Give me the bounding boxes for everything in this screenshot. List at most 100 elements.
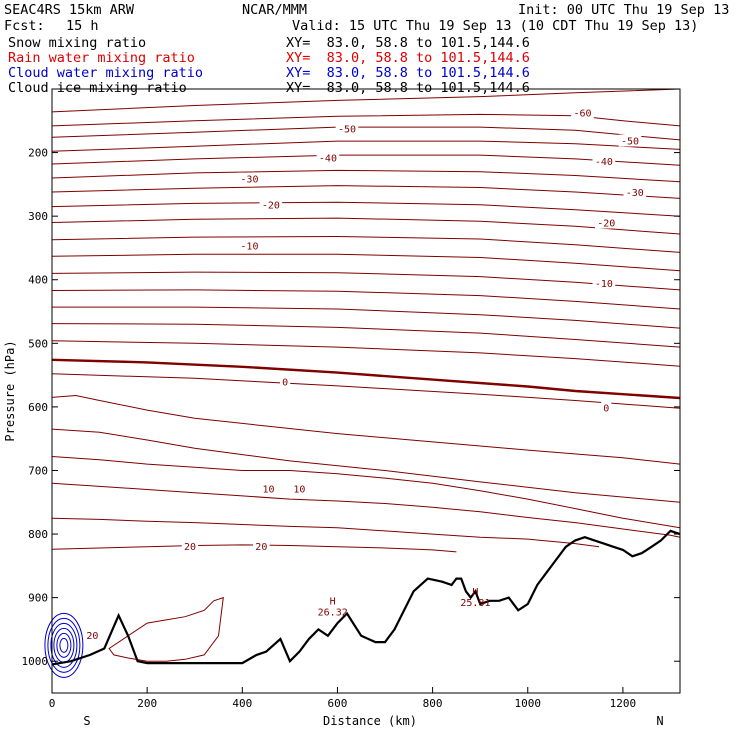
- contour-label: -10: [240, 241, 258, 252]
- contour-label: -40: [319, 154, 337, 165]
- contour-label-bg: [260, 482, 277, 495]
- y-tick-label: 200: [28, 147, 48, 160]
- temperature-contour: [51, 88, 681, 113]
- x-tick-label: 200: [137, 697, 157, 710]
- high-value: 25.81: [460, 598, 490, 609]
- legend-rain: Rain water mixing ratio: [8, 50, 195, 66]
- temperature-contour: [51, 154, 681, 166]
- contour-label-bg: [291, 482, 308, 495]
- temperature-contour: [51, 340, 681, 367]
- contour-label-bg: [623, 185, 647, 198]
- temperature-contour: [51, 482, 681, 538]
- contour-label-bg: [592, 154, 616, 167]
- x-tick-label: 1000: [515, 697, 542, 710]
- legend-rain-xy: XY= 83.0, 58.8 to 101.5,144.6: [286, 50, 530, 66]
- contour-label-bg: [601, 401, 612, 414]
- contour-label-bg: [335, 122, 359, 135]
- x-tick-label: 600: [328, 697, 348, 710]
- contour-label: 10: [262, 484, 274, 495]
- temperature-contour: [51, 517, 600, 548]
- contour-label-bg: [316, 151, 340, 164]
- legend-cloud-water: Cloud water mixing ratio: [8, 65, 204, 81]
- contour-label-bg: [253, 540, 270, 553]
- contour-label: -50: [621, 136, 639, 147]
- forecast-label: Fcst:: [4, 18, 45, 34]
- x-end-label-left: S: [83, 714, 90, 728]
- high-marker: H: [472, 587, 478, 598]
- y-tick-label: 900: [28, 592, 48, 605]
- temperature-contour: [51, 271, 681, 291]
- temperature-contour: [51, 126, 681, 141]
- temperature-contour: [51, 113, 681, 127]
- legend-cloud-water-xy: XY= 83.0, 58.8 to 101.5,144.6: [286, 65, 530, 81]
- temperature-contour: [51, 140, 681, 152]
- cloud-water-contour: [56, 632, 72, 658]
- y-axis-title: Pressure (hPa): [3, 340, 17, 441]
- x-end-label-right: N: [656, 714, 663, 728]
- contour-label-bg: [618, 134, 642, 147]
- contour-label-bg: [238, 239, 261, 252]
- y-tick-label: 600: [28, 401, 48, 414]
- contour-label-bg: [238, 172, 261, 185]
- contour-label: 20: [255, 542, 267, 553]
- contour-label: -40: [595, 157, 613, 168]
- temperature-contour: [51, 253, 681, 272]
- contour-label: 20: [184, 542, 196, 553]
- contour-label: -20: [597, 219, 615, 230]
- contour-label-bg: [594, 216, 618, 229]
- contour-label: -30: [240, 175, 258, 186]
- temperature-contour: [51, 323, 681, 348]
- temperature-contour: [51, 394, 681, 465]
- cloud-water-contour: [44, 612, 84, 678]
- cloud-water-contour: [50, 622, 78, 668]
- temperature-contour: [51, 358, 681, 400]
- high-value: 26.32: [318, 607, 348, 618]
- center-label: NCAR/MMM: [242, 2, 308, 18]
- contour-label-bg: [280, 375, 291, 388]
- y-tick-label: 800: [28, 528, 48, 541]
- y-tick-label: 300: [28, 210, 48, 223]
- temperature-contour: [51, 456, 681, 529]
- forecast-hours: 15 h: [66, 18, 99, 34]
- temperature-contour: [51, 217, 681, 235]
- y-tick-label: 700: [28, 464, 48, 477]
- contour-label: -50: [338, 124, 356, 135]
- contour-label: 20: [86, 631, 98, 642]
- legend-cloud-ice: Cloud ice mixing ratio: [8, 80, 187, 96]
- contour-label: 0: [603, 404, 609, 415]
- contour-label: 10: [293, 484, 305, 495]
- temperature-contour: [51, 201, 681, 217]
- temperature-contour: [51, 235, 681, 253]
- cloud-water-contour: [47, 617, 81, 673]
- x-tick-label: 800: [423, 697, 443, 710]
- legend-snow: Snow mixing ratio: [8, 35, 147, 51]
- contour-label: -30: [626, 188, 644, 199]
- x-tick-label: 0: [49, 697, 56, 710]
- valid-time: Valid: 15 UTC Thu 19 Sep 13 (10 CDT Thu …: [292, 18, 699, 34]
- terrain-line: [51, 529, 681, 666]
- x-axis-title: Distance (km): [323, 714, 417, 728]
- contour-label-bg: [571, 106, 594, 119]
- temperature-contour: [51, 373, 681, 409]
- temperature-contour: [52, 306, 681, 329]
- contour-label-bg: [84, 629, 101, 642]
- temperature-contour: [51, 169, 681, 183]
- x-tick-label: 1200: [610, 697, 637, 710]
- legend-snow-xy: XY= 83.0, 58.8 to 101.5,144.6: [286, 35, 530, 51]
- contour-label-bg: [259, 198, 283, 211]
- y-tick-label: 400: [28, 274, 48, 287]
- init-time: Init: 00 UTC Thu 19 Sep 13: [518, 2, 730, 18]
- contour-label-bg: [181, 540, 199, 553]
- contour-label: -20: [262, 201, 280, 212]
- temperature-contour: [51, 185, 681, 199]
- temperature-contour: [51, 289, 681, 310]
- contour-label: -60: [573, 109, 591, 120]
- y-tick-label: 500: [28, 337, 48, 350]
- model-title: SEAC4RS 15km ARW: [4, 2, 135, 18]
- contour-label: -10: [595, 279, 613, 290]
- cloud-water-contour: [59, 637, 69, 653]
- x-tick-label: 400: [232, 697, 252, 710]
- legend-cloud-ice-xy: XY= 83.0, 58.8 to 101.5,144.6: [286, 80, 530, 96]
- contour-label-bg: [592, 276, 616, 289]
